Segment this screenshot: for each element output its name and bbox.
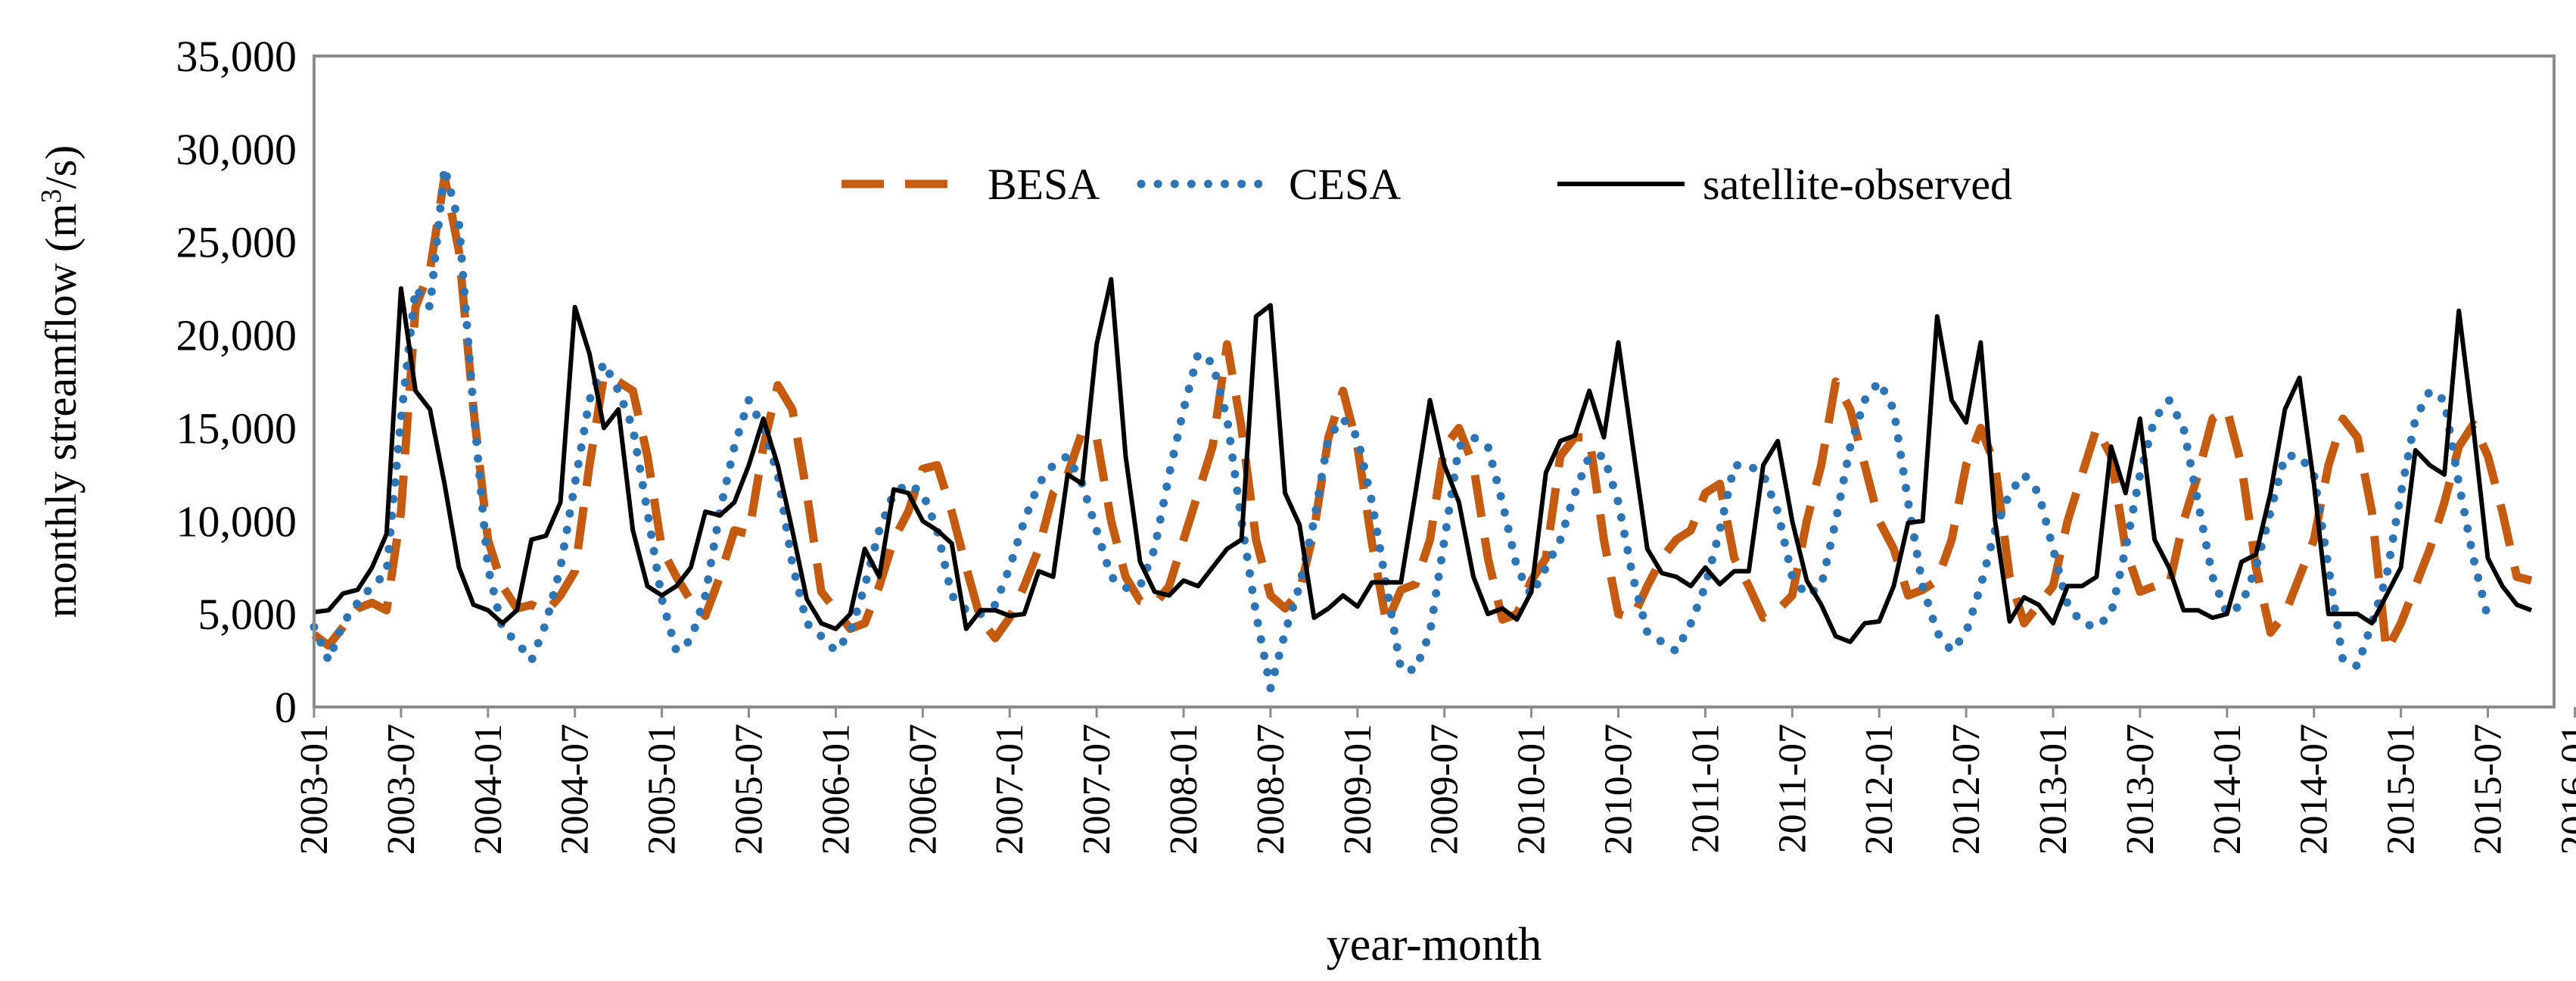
y-axis-label-main: monthly streamflow (m [36, 204, 86, 618]
x-tick-label: 2010-07 [1598, 724, 1641, 855]
y-axis-label-superscript: 3 [36, 189, 67, 204]
x-tick-label: 2016-01 [2553, 724, 2576, 855]
plot-area-border [313, 54, 2556, 708]
y-tick-label: 25,000 [176, 218, 297, 267]
x-tick-label: 2014-01 [2206, 724, 2249, 855]
x-tick-label: 2011-01 [1684, 724, 1727, 853]
x-tick-label: 2009-01 [1336, 724, 1380, 855]
series-line-satellite-observed [313, 276, 2533, 644]
x-tick-label: 2013-01 [2032, 724, 2075, 855]
x-tick-label: 2011-07 [1771, 724, 1814, 853]
series-line-besa [311, 173, 2533, 656]
y-tick-label: 5,000 [198, 590, 297, 639]
x-tick-label: 2003-07 [380, 724, 423, 855]
x-tick-label: 2010-01 [1510, 724, 1554, 855]
y-tick-label: 30,000 [176, 125, 297, 174]
legend-label-cesa: CESA [1289, 160, 1401, 209]
y-tick-label: 10,000 [176, 497, 297, 546]
x-tick-label: 2008-07 [1249, 724, 1293, 855]
x-tick-label: 2013-07 [2119, 724, 2162, 855]
x-tick-label: 2006-01 [814, 724, 857, 855]
y-tick-label: 35,000 [176, 32, 297, 81]
x-tick-label: 2004-07 [554, 724, 597, 855]
series-layer [310, 163, 2533, 693]
x-tick-label: 2003-01 [293, 724, 336, 855]
y-tick-label: 20,000 [176, 311, 297, 360]
x-tick-label: 2009-07 [1423, 724, 1467, 855]
x-tick-label: 2012-07 [1945, 724, 1988, 855]
y-axis-label: monthly streamflow (m3/s) [36, 145, 86, 618]
x-tick-label: 2014-07 [2293, 724, 2336, 855]
y-tick-label: 15,000 [176, 403, 297, 453]
x-tick-label: 2005-01 [641, 724, 684, 855]
y-axis-label-tail: /s) [36, 145, 86, 189]
x-tick-label: 2004-01 [467, 724, 510, 855]
y-axis-tick-labels: 0 5,000 10,000 15,000 20,000 25,000 30,000 35,0… [176, 32, 297, 732]
series-line-cesa [310, 163, 2492, 693]
x-tick-label: 2012-01 [1858, 724, 1901, 855]
legend: BESA CESA satellite-observed [842, 160, 2012, 209]
x-axis-label: year-month [1327, 919, 1542, 970]
x-tick-label: 2007-07 [1075, 724, 1118, 855]
legend-label-satellite-observed: satellite-observed [1703, 160, 2012, 209]
x-tick-label: 2015-07 [2467, 724, 2510, 855]
x-tick-label: 2015-01 [2380, 724, 2423, 855]
y-tick-label: 0 [275, 683, 297, 732]
x-tick-label: 2007-01 [988, 724, 1031, 855]
x-tick-label: 2008-01 [1162, 724, 1206, 855]
legend-label-besa: BESA [988, 160, 1100, 209]
x-axis-ticks [313, 707, 2576, 718]
x-tick-label: 2006-07 [901, 724, 944, 855]
x-tick-label: 2005-07 [728, 724, 771, 855]
x-axis-tick-labels: 2003-01 2003-07 2004-01 2004-07 2005-01 2005-… [293, 724, 2576, 855]
